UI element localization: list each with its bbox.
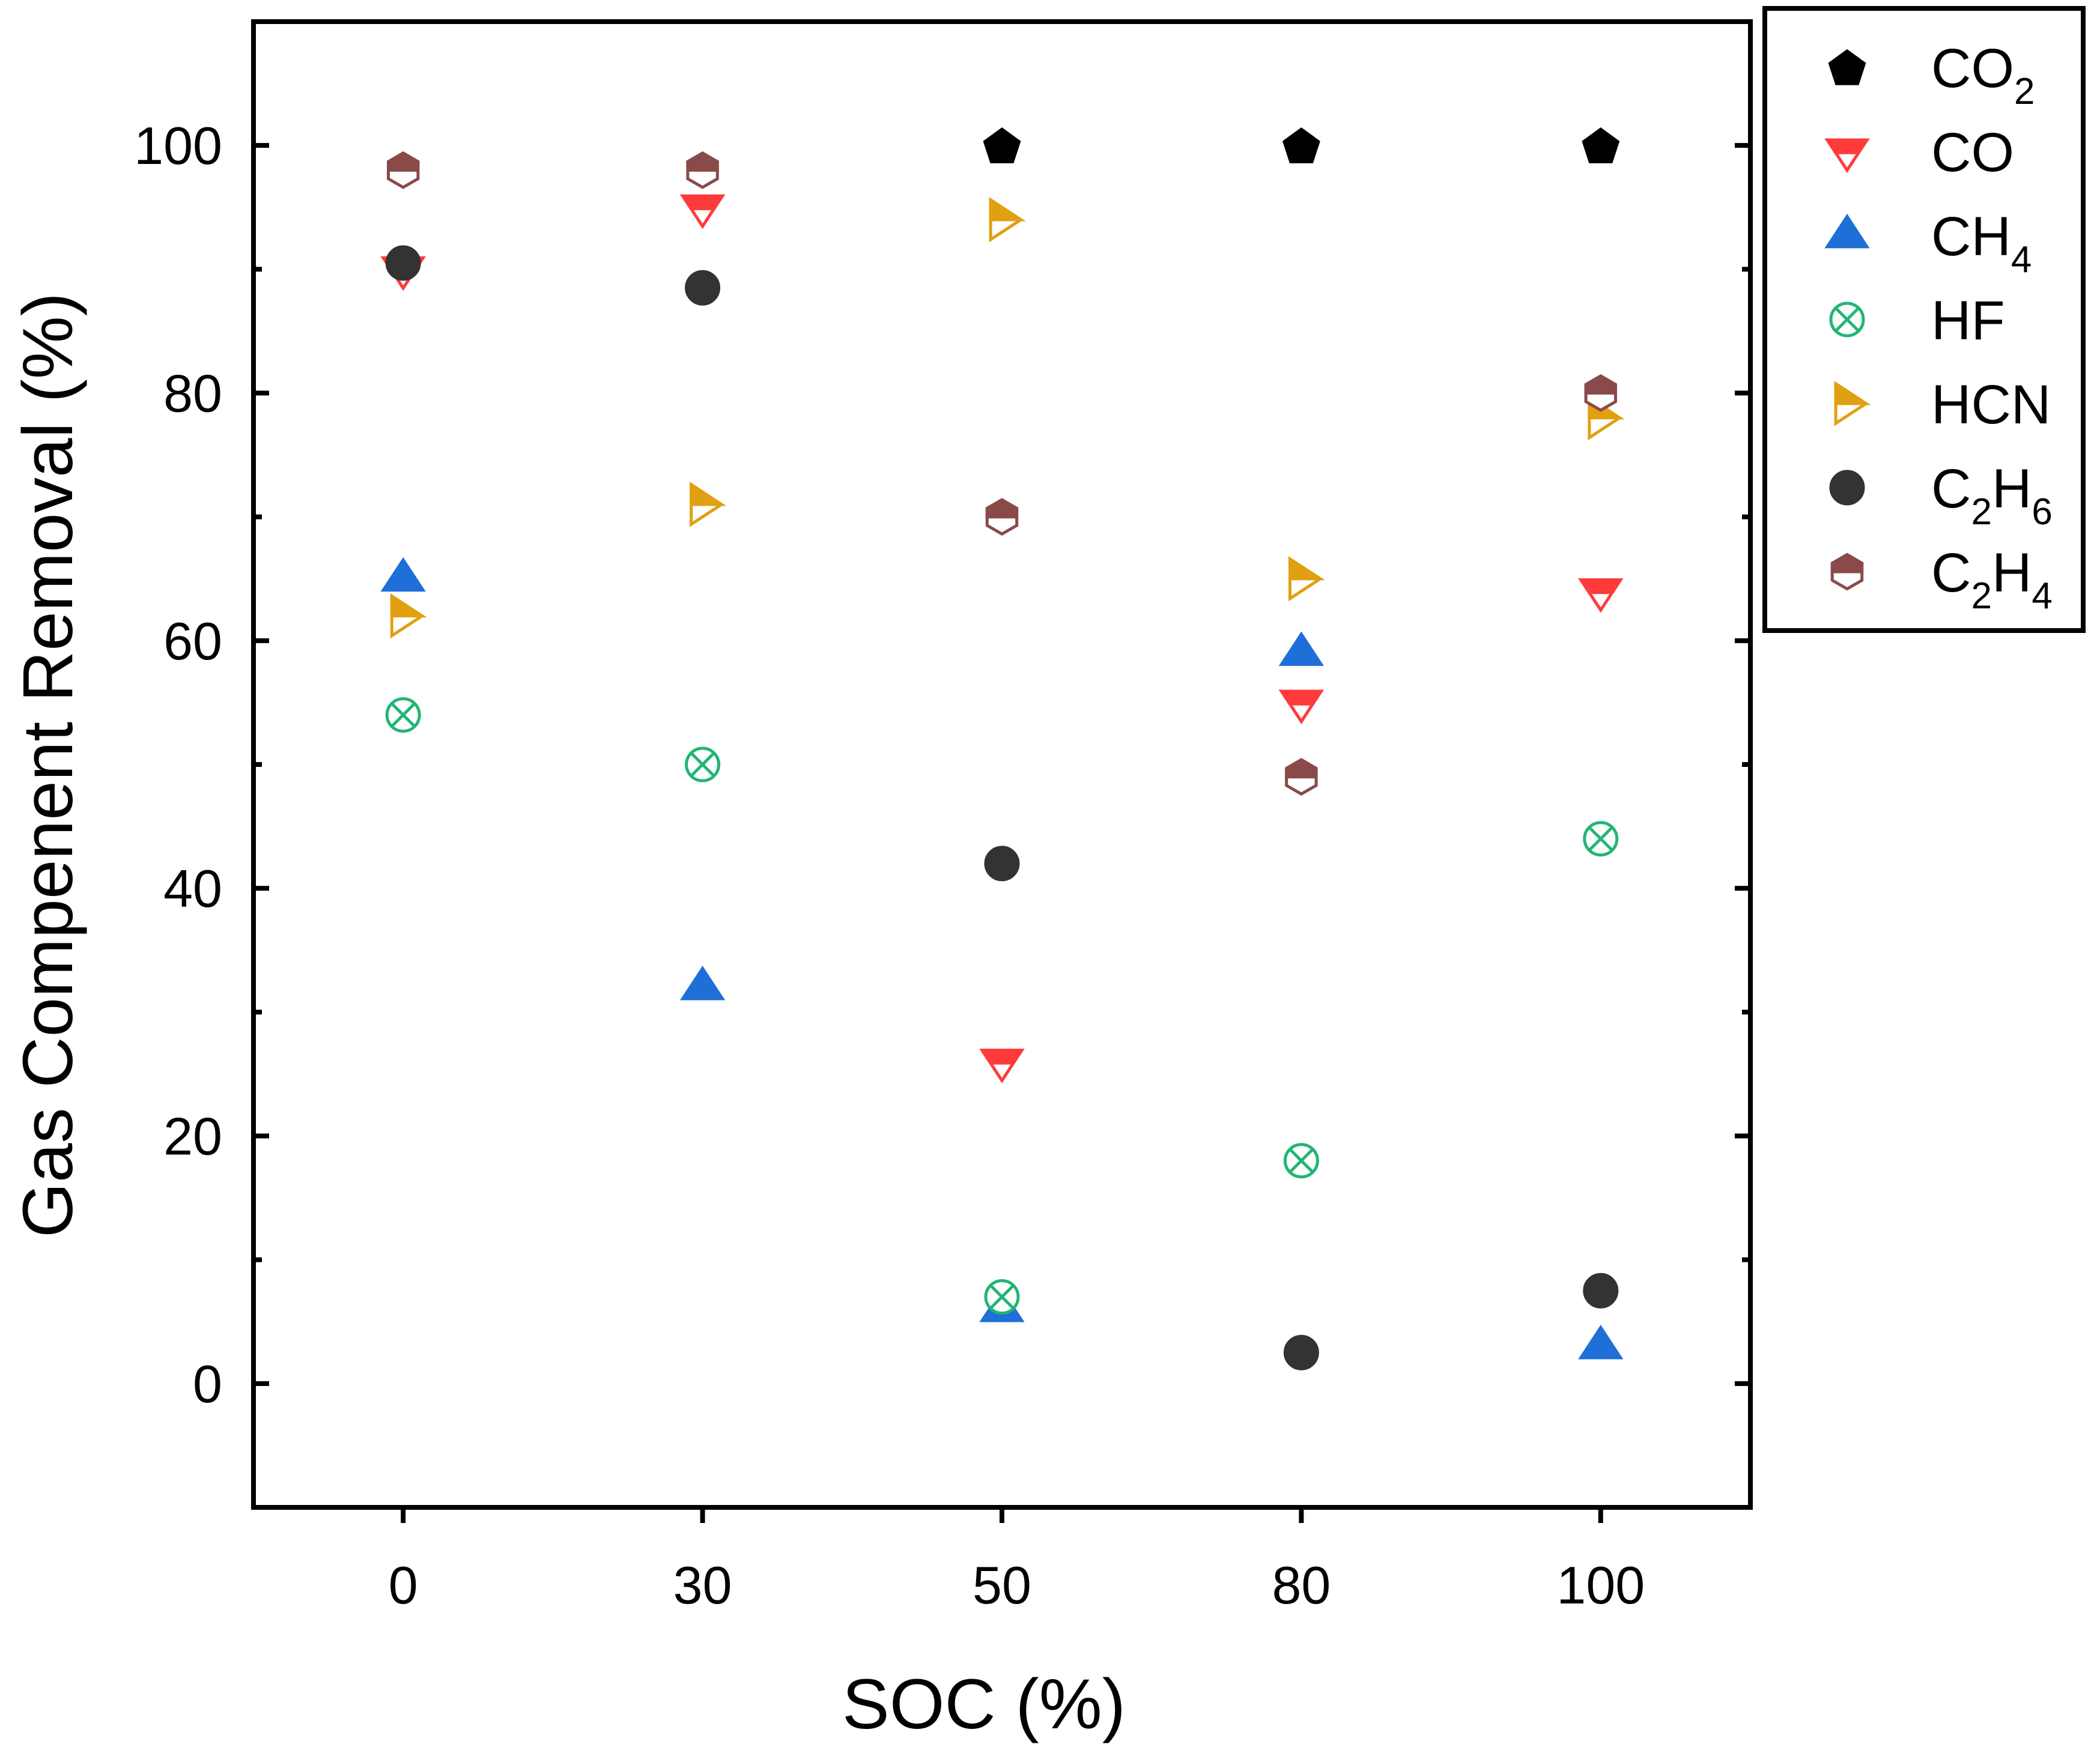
- point-ch4-100: [1578, 1324, 1624, 1360]
- point-ch4-80: [1278, 631, 1325, 666]
- legend-box: [1762, 6, 2086, 633]
- series-ch4: [380, 557, 1624, 1360]
- y-tick-label: 80: [163, 364, 222, 423]
- point-c2h6-30: [685, 270, 721, 306]
- point-c2h6-100: [1583, 1273, 1619, 1309]
- series-c2h6: [385, 245, 1619, 1370]
- legend-label: C2H4: [1931, 542, 2053, 617]
- point-hf-50: [984, 1279, 1020, 1315]
- x-tick-label: 0: [389, 1555, 418, 1615]
- legend-label-main: CO: [1931, 38, 2014, 99]
- point-hcn-30: [690, 482, 727, 527]
- legend-marker-ch4: [1824, 213, 1870, 249]
- y-tick-label: 0: [193, 1354, 222, 1414]
- point-c2h4-100: [1584, 374, 1617, 412]
- point-c2h6-80: [1283, 1334, 1319, 1370]
- x-tick-label: 30: [673, 1555, 732, 1615]
- point-co2-80: [1282, 127, 1320, 163]
- legend-entry-hf: HF: [1829, 290, 2005, 351]
- legend-marker-c2h4: [1830, 553, 1864, 591]
- y-tick-labels: 0 20 40 60 80 100: [134, 116, 222, 1414]
- series-co: [380, 194, 1624, 1083]
- legend-label-main: CH: [1931, 206, 2011, 267]
- legend-entry-co: CO: [1824, 122, 2014, 183]
- point-c2h6-50: [984, 846, 1020, 882]
- legend-entry-c2h6: C2H6: [1829, 458, 2053, 533]
- point-hf-30: [685, 746, 721, 783]
- legend-entry-co2: CO2: [1828, 38, 2035, 112]
- legend-label: CO2: [1931, 38, 2035, 112]
- legend-label-subscript2: 6: [2032, 491, 2052, 533]
- point-c2h4-30: [686, 151, 719, 189]
- point-co2-100: [1582, 127, 1620, 163]
- legend-label-after: H: [1992, 542, 2032, 604]
- series-c2h4: [387, 151, 1617, 796]
- legend-label: HCN: [1931, 374, 2051, 435]
- legend-entry-c2h4: C2H4: [1830, 542, 2053, 617]
- legend-label: C2H6: [1931, 458, 2053, 533]
- legend-entry-hcn: HCN: [1834, 374, 2051, 435]
- x-tick-label: 80: [1272, 1555, 1331, 1615]
- x-axis-title: SOC (%): [842, 1665, 1126, 1744]
- series-co2: [983, 127, 1620, 163]
- point-co-80: [1278, 689, 1325, 724]
- legend-marker-hcn: [1834, 381, 1871, 426]
- point-ch4-0: [380, 557, 426, 592]
- y-tick-label: 40: [163, 859, 222, 918]
- point-hcn-0: [390, 593, 428, 639]
- legend-marker-hf: [1829, 301, 1865, 338]
- point-c2h4-50: [985, 498, 1019, 536]
- point-hf-80: [1283, 1143, 1319, 1179]
- point-ch4-30: [679, 966, 726, 1001]
- legend-label-main: CO: [1931, 122, 2014, 183]
- legend-marker-co: [1824, 138, 1870, 174]
- point-hcn-50: [989, 197, 1026, 243]
- y-tick-label: 60: [163, 611, 222, 671]
- legend-label-main: C: [1931, 542, 1971, 604]
- legend-label: HF: [1931, 290, 2005, 351]
- y-tick-label: 20: [163, 1107, 222, 1166]
- point-hf-0: [385, 697, 421, 733]
- point-hcn-80: [1288, 556, 1326, 602]
- legend-marker-co2: [1828, 49, 1866, 85]
- point-co2-50: [983, 127, 1021, 163]
- x-tick-label: 50: [973, 1555, 1031, 1615]
- legend-marker-c2h6: [1829, 470, 1865, 506]
- legend-label: CO: [1931, 122, 2014, 183]
- legend-label-after: H: [1992, 458, 2032, 519]
- point-co-50: [979, 1049, 1025, 1083]
- legend-label-main: HCN: [1931, 374, 2051, 435]
- point-hf-100: [1583, 821, 1619, 857]
- y-tick-label: 100: [134, 116, 222, 175]
- data-points: [380, 127, 1625, 1370]
- axis-ticks: [253, 143, 1750, 1523]
- legend-label-main: HF: [1931, 290, 2005, 351]
- point-c2h6-0: [385, 245, 421, 281]
- legend-label-subscript: 2: [1971, 575, 1991, 617]
- legend-label-subscript: 4: [2011, 239, 2032, 280]
- legend-label-subscript: 2: [1971, 491, 1991, 533]
- point-c2h4-80: [1285, 758, 1318, 796]
- legend-label-subscript: 2: [2014, 71, 2035, 112]
- point-c2h4-0: [387, 151, 420, 189]
- legend-entry-ch4: CH4: [1824, 206, 2032, 280]
- legend-label-subscript2: 4: [2032, 575, 2052, 617]
- legend-label-main: C: [1931, 458, 1971, 519]
- series-hcn: [390, 197, 1625, 639]
- y-axis-title: Gas Compenent Removal (%): [8, 292, 88, 1238]
- legend-label: CH4: [1931, 206, 2032, 280]
- point-co-100: [1578, 578, 1624, 613]
- series-hf: [385, 697, 1619, 1315]
- x-tick-labels: 0 30 50 80 100: [389, 1555, 1645, 1615]
- x-tick-label: 100: [1556, 1555, 1645, 1615]
- point-co-30: [679, 194, 726, 229]
